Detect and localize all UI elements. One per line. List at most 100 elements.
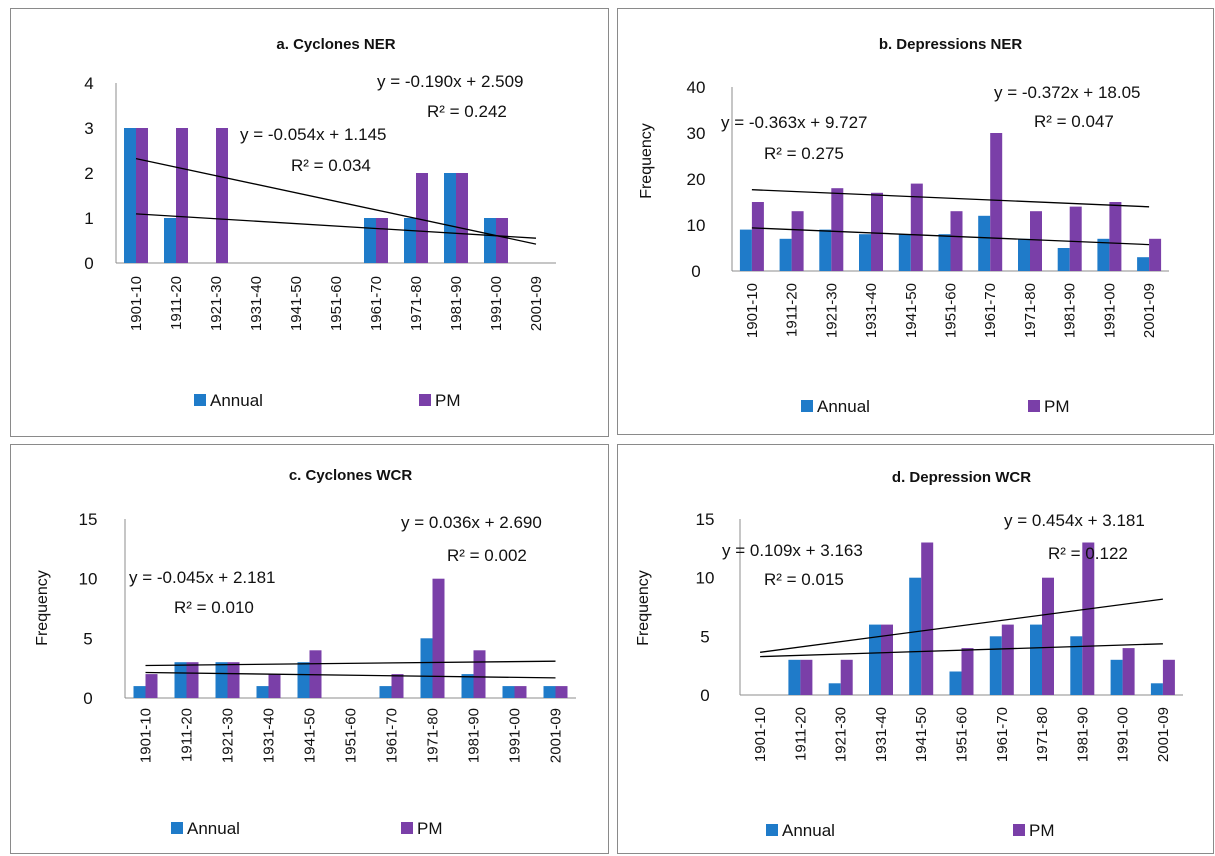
y-tick-label: 0 [83,689,92,708]
trendline-r2: R² = 0.034 [291,156,371,175]
x-tick-label: 1901-10 [138,708,155,763]
trendline-r2: R² = 0.122 [1048,544,1128,563]
x-tick-label: 1981-90 [1074,707,1091,762]
bar-pm [227,662,240,698]
chart-d-svg: d. Depression WCR Frequency 0 5 10 15 y = 0.10… [635,469,1183,840]
chart-title: b. Depressions NER [879,36,1023,53]
bar-annual [859,234,871,271]
x-tick-label: 1941-50 [302,708,319,763]
bar-annual [1057,248,1070,271]
x-tick-label: 1941-50 [288,276,305,331]
x-tick-label: 1951-60 [954,707,971,762]
x-tick-label: 1941-50 [903,283,920,338]
bar-pm [496,218,508,263]
bar-pm [176,128,188,263]
bar-pm [990,133,1003,271]
bar-annual [484,218,496,263]
y-tick-label: 10 [687,216,706,235]
bar-pm [950,211,963,271]
bar-pm [910,183,923,271]
bar-pm [514,686,527,698]
bar-annual [978,215,991,271]
x-tick-label: 1971-80 [1034,707,1051,762]
x-tick-label: 1961-70 [994,707,1011,762]
bar-annual [379,686,392,698]
bar-annual [819,229,832,271]
legend-label-annual: Annual [210,391,263,410]
trendline [751,189,1150,208]
trendline-r2: R² = 0.275 [764,144,844,163]
trendline [135,157,537,245]
trendline-equation: y = 0.109x + 3.163 [722,541,863,560]
y-axis-label: Frequency [635,570,652,646]
legend-swatch-pm [401,822,413,834]
x-tick-label: 1911-20 [792,707,809,761]
bar-pm [1149,238,1162,271]
x-tick-label: 1991-00 [1115,707,1132,762]
x-tick-label: 1971-80 [425,708,442,763]
trendline [760,598,1163,653]
bar-pm [1109,202,1122,271]
bar-pm [751,202,764,271]
bar-pm [376,218,388,263]
bar-annual [788,659,801,695]
chart-b-svg: b. Depressions NER Frequency 0 10 20 30 40 y = … [638,36,1169,416]
x-tick-label: 2001-09 [528,276,545,331]
bar-annual [779,238,792,271]
bar-pm [145,674,158,698]
bar-pm [186,662,199,698]
y-tick-label: 1 [84,209,93,228]
bar-pm [871,192,883,271]
trendline-equation: y = -0.045x + 2.181 [129,568,276,587]
bar-pm [1122,648,1135,695]
y-tick-label: 20 [687,170,706,189]
trendline-equation: y = -0.363x + 9.727 [721,113,868,132]
bar-annual [989,636,1002,695]
chart-panel-d: d. Depression WCR Frequency 0 5 10 15 y = 0.10… [617,444,1214,854]
chart-title: d. Depression WCR [892,469,1031,486]
x-tick-label: 1901-10 [752,707,769,762]
x-tick-label: 1971-80 [1022,283,1039,338]
bar-pm [1042,577,1054,695]
bar-annual [1070,636,1083,695]
legend-label-annual: Annual [187,819,240,838]
chart-a-svg: a. Cyclones NER 0 1 2 3 4 y = -0.190x + 2.509 R… [84,36,556,410]
bar-annual [364,218,376,263]
bar-pm [456,173,468,263]
y-tick-label: 0 [84,254,93,273]
y-tick-label: 10 [696,569,715,588]
legend-swatch-pm [419,394,431,406]
chart-panel-a: a. Cyclones NER 0 1 2 3 4 y = -0.190x + 2.509 R… [10,8,609,437]
trendline-r2: R² = 0.015 [764,570,844,589]
bar-pm [1069,206,1082,271]
bar-annual [1150,683,1163,695]
x-tick-label: 1981-90 [466,708,483,763]
x-tick-label: 1921-30 [208,276,225,331]
x-tick-label: 1931-40 [873,707,890,762]
trendline-equation: y = 0.036x + 2.690 [401,513,542,532]
bar-annual [1018,238,1030,271]
x-tick-label: 1951-60 [943,283,960,338]
bar-annual [869,624,881,695]
chart-panel-b: b. Depressions NER Frequency 0 10 20 30 40 y = … [617,8,1214,435]
x-tick-label: 1941-50 [913,707,930,762]
bar-annual [133,686,146,698]
y-tick-label: 30 [687,124,706,143]
legend-swatch-annual [766,824,778,836]
trendline-r2: R² = 0.242 [427,102,507,121]
bar-annual [297,662,310,698]
trendline-equation: y = -0.190x + 2.509 [377,72,524,91]
bar-annual [256,686,269,698]
x-tick-label: 1981-90 [448,276,465,331]
x-tick-label: 1961-70 [384,708,401,763]
x-tick-label: 1971-80 [408,276,425,331]
y-tick-label: 5 [700,627,709,646]
x-tick-label: 1991-00 [488,276,505,331]
bar-annual [124,128,136,263]
x-tick-label: 1981-90 [1062,283,1079,338]
trendline [135,213,537,239]
trendline-r2: R² = 0.002 [447,546,527,565]
bar-annual [404,218,416,263]
bar-annual [420,638,433,698]
bar-annual [461,674,474,698]
